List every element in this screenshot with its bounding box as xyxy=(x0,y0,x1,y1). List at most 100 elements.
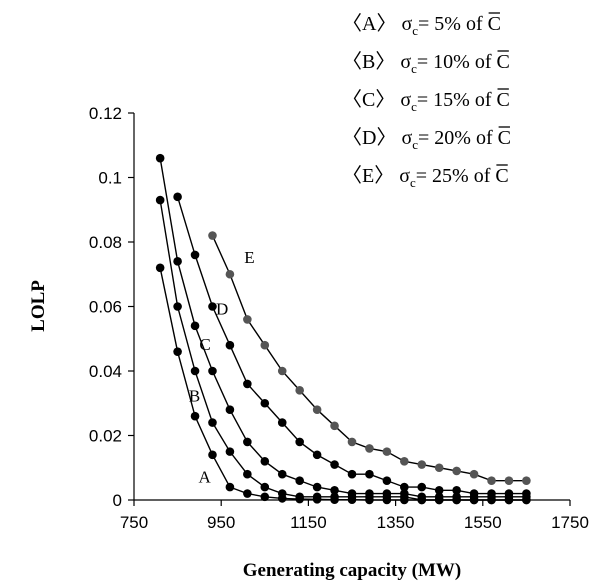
legend-text: 〈B〉 σc= 10% of C xyxy=(342,51,510,76)
data-point xyxy=(504,476,514,485)
data-point xyxy=(225,482,235,492)
data-point xyxy=(365,489,374,498)
data-point xyxy=(347,489,357,498)
data-point xyxy=(382,489,392,498)
series-e: E xyxy=(208,231,531,485)
x-tick-label: 1350 xyxy=(377,513,415,532)
data-point xyxy=(277,366,287,376)
data-point xyxy=(295,476,304,485)
curve-label-a: A xyxy=(199,467,212,486)
curve-label-b: B xyxy=(189,387,200,406)
series-a: A xyxy=(155,263,531,505)
data-point xyxy=(173,192,182,202)
y-tick-label: 0.06 xyxy=(89,298,122,317)
data-point xyxy=(312,405,322,415)
y-axis-title: LOLP xyxy=(28,280,49,332)
legend-entry: 〈A〉 σc= 5% of C xyxy=(342,12,501,38)
y-tick-label: 0.1 xyxy=(98,169,122,188)
y-tick-label: 0 xyxy=(113,491,122,510)
series-c: C xyxy=(155,153,531,502)
data-point xyxy=(260,398,270,408)
x-axis-title: Generating capacity (MW) xyxy=(243,560,461,581)
legend: 〈A〉 σc= 5% of C 〈B〉 σc= 10% of C 〈C〉 σc= 15% … xyxy=(342,12,511,190)
data-point xyxy=(487,476,496,485)
curve-label-e: E xyxy=(244,248,254,267)
x-axis-ticks: 750 950 1150 1350 1550 1750 xyxy=(120,500,589,532)
legend-text: 〈A〉 σc= 5% of C xyxy=(342,13,501,38)
data-point xyxy=(400,482,409,492)
data-point xyxy=(417,482,427,492)
data-point xyxy=(155,153,165,163)
x-tick-label: 1150 xyxy=(290,513,327,532)
data-point xyxy=(452,486,461,495)
series-line-c xyxy=(159,158,527,498)
data-point xyxy=(330,486,339,495)
data-point xyxy=(312,482,322,492)
data-point xyxy=(330,492,339,502)
data-point xyxy=(295,492,304,502)
data-point xyxy=(190,366,200,376)
data-point xyxy=(243,489,252,498)
data-point xyxy=(173,257,182,266)
data-point xyxy=(400,489,409,498)
data-point xyxy=(243,437,252,447)
data-point xyxy=(190,321,200,331)
data-point xyxy=(208,366,217,376)
data-point xyxy=(243,315,252,324)
y-axis-ticks: 0 0.02 0.04 0.06 0.08 0.1 0.12 xyxy=(89,104,134,510)
y-tick-label: 0.02 xyxy=(89,427,122,446)
legend-entry: 〈D〉 σc= 20% of C xyxy=(342,126,511,152)
data-point xyxy=(225,447,235,456)
legend-text: 〈C〉 σc= 15% of C xyxy=(342,89,510,114)
data-point xyxy=(347,437,357,447)
data-point xyxy=(208,302,217,311)
data-point xyxy=(155,195,165,205)
data-point xyxy=(225,269,235,279)
data-point xyxy=(225,405,235,415)
data-point xyxy=(522,489,531,498)
data-point xyxy=(208,231,217,240)
data-point xyxy=(469,469,479,479)
data-point xyxy=(330,421,339,431)
curve-label-c: C xyxy=(199,335,210,354)
data-point xyxy=(260,340,270,350)
legend-entry: 〈B〉 σc= 10% of C xyxy=(342,50,510,76)
data-point xyxy=(365,469,374,479)
data-point xyxy=(434,492,444,502)
data-point xyxy=(382,476,392,485)
data-point xyxy=(504,489,514,498)
data-point xyxy=(487,489,496,498)
data-point xyxy=(190,411,200,421)
data-point xyxy=(190,250,200,260)
data-point xyxy=(225,340,235,350)
series-layer: A B CD E xyxy=(155,153,531,505)
data-point xyxy=(173,347,182,356)
data-point xyxy=(417,492,427,502)
data-point xyxy=(243,379,252,389)
data-point xyxy=(243,469,252,479)
data-point xyxy=(277,469,287,479)
data-point xyxy=(295,437,304,447)
plot-area: 0 0.02 0.04 0.06 0.08 0.1 0.12 750 950 1150 1350 1… xyxy=(89,104,589,532)
legend-text: 〈E〉 σc= 25% of C xyxy=(342,165,509,190)
data-point xyxy=(400,457,409,466)
data-point xyxy=(330,460,339,469)
data-point xyxy=(260,492,270,502)
data-point xyxy=(365,444,374,453)
data-point xyxy=(277,489,287,498)
data-point xyxy=(434,486,444,495)
data-point xyxy=(434,463,444,473)
data-point xyxy=(260,457,270,466)
curve-label-d: D xyxy=(216,300,228,319)
y-tick-label: 0.04 xyxy=(89,362,122,381)
data-point xyxy=(155,263,165,273)
data-point xyxy=(260,482,270,492)
data-point xyxy=(208,450,217,460)
x-tick-label: 1550 xyxy=(464,513,502,532)
data-point xyxy=(173,302,182,311)
data-point xyxy=(469,489,479,498)
data-point xyxy=(382,447,392,456)
data-point xyxy=(277,418,287,427)
series-line-e xyxy=(211,235,527,482)
